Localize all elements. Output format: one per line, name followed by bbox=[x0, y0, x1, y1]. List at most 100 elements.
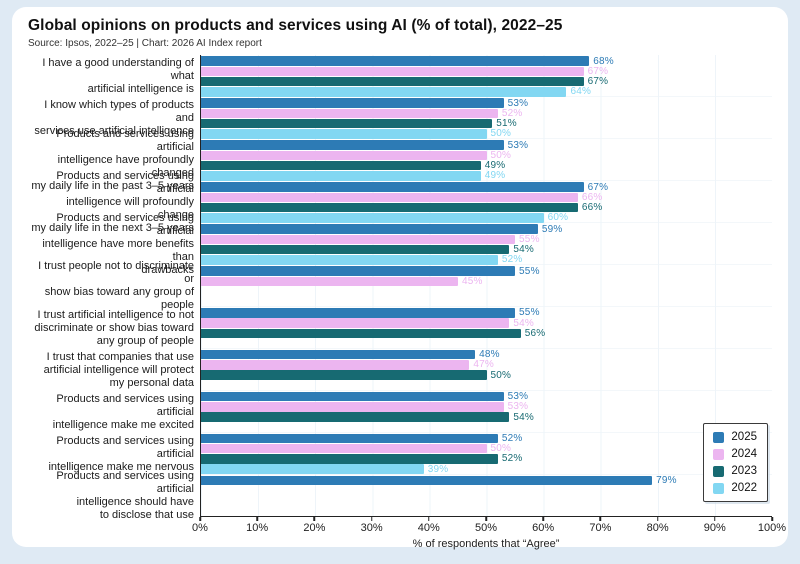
bar-row: 55% bbox=[201, 233, 772, 245]
bar-row: 52% bbox=[201, 432, 772, 444]
bar-group: 53% 50% 49% 49% bbox=[201, 139, 772, 181]
bar-row: 55% bbox=[201, 265, 772, 277]
bar-value-label: 68% bbox=[593, 55, 614, 67]
legend-label: 2024 bbox=[731, 448, 757, 460]
category-label: I have a good understanding of what artif… bbox=[42, 56, 194, 95]
bar-row: 53% bbox=[201, 401, 772, 413]
bar-value-label: 51% bbox=[496, 118, 517, 130]
bar-value-label: 54% bbox=[513, 244, 534, 256]
bar-row: 55% bbox=[201, 307, 772, 319]
legend-item-2025: 2025 bbox=[713, 431, 757, 443]
bar-row: 47% bbox=[201, 359, 772, 371]
bar-2022 bbox=[201, 213, 544, 223]
bar-row: 52% bbox=[201, 108, 772, 119]
bar-value-label: 45% bbox=[461, 275, 483, 287]
bar-row: 45% bbox=[201, 275, 772, 287]
bar-row: 53% bbox=[201, 98, 772, 109]
bar-row: 54% bbox=[201, 244, 772, 256]
bar-value-label: 52% bbox=[501, 453, 523, 465]
chart-card: Global opinions on products and services… bbox=[12, 7, 788, 550]
bar-value-label: 53% bbox=[507, 401, 529, 413]
bar-row: 50% bbox=[201, 128, 772, 140]
bar-row: 50% bbox=[201, 150, 772, 161]
legend-label: 2025 bbox=[731, 431, 757, 443]
bar-row: 49% bbox=[201, 160, 772, 172]
category-label: I trust people not to discriminate or sho… bbox=[38, 260, 194, 311]
bar-value-label: 49% bbox=[484, 160, 506, 172]
bar-value-label: 47% bbox=[473, 359, 494, 371]
bar-value-label: 59% bbox=[541, 223, 563, 235]
bar-2022 bbox=[201, 255, 498, 265]
bar-group: 59% 55% 54% 52% bbox=[201, 223, 772, 265]
x-axis-tick-labels: 0% 10% 20% 30% 40% 50% 60% 70% 80% 90% 100% bbox=[192, 522, 786, 535]
legend-swatch-2023 bbox=[713, 465, 725, 477]
bar-row: 52% bbox=[201, 453, 772, 465]
bar-2025 bbox=[201, 140, 504, 150]
bar-row: 67% bbox=[201, 76, 772, 87]
bar-group: 68% 67% 67% 64% bbox=[201, 55, 772, 97]
bar-2023 bbox=[201, 118, 493, 129]
bar-2025 bbox=[201, 433, 498, 444]
tick-mark bbox=[714, 517, 716, 521]
bar-value-label: 55% bbox=[519, 307, 540, 319]
bar-value-label: 52% bbox=[501, 254, 523, 266]
bar-2022 bbox=[201, 171, 481, 181]
category-label: Products and services using artificial in… bbox=[56, 470, 194, 521]
bar-2024 bbox=[201, 108, 498, 119]
bar-row: 39% bbox=[201, 464, 772, 475]
bar-value-label: 55% bbox=[519, 265, 540, 277]
bar-row: 79% bbox=[201, 475, 772, 486]
bar-value-label: 53% bbox=[507, 391, 529, 403]
bar-2024 bbox=[201, 276, 458, 287]
bar-row: 67% bbox=[201, 66, 772, 77]
bar-2023 bbox=[201, 412, 510, 422]
bar-row: 53% bbox=[201, 391, 772, 403]
bar-row: 52% bbox=[201, 254, 772, 266]
bar-2023 bbox=[201, 202, 578, 213]
bar-row: 50% bbox=[201, 443, 772, 454]
category-label: Products and services using artificial in… bbox=[48, 434, 194, 473]
category-label: I know which types of products and servic… bbox=[34, 98, 194, 137]
x-axis-label: % of respondents that “Agree” bbox=[412, 538, 560, 550]
bar-row: 49% bbox=[201, 170, 772, 181]
tick-label: 90% bbox=[703, 522, 726, 534]
bar-group: 53% 53% 54% bbox=[201, 390, 772, 432]
tick-mark bbox=[370, 517, 373, 521]
bar-2023 bbox=[201, 328, 521, 339]
bar-2022 bbox=[201, 464, 424, 474]
bar-value-label: 52% bbox=[501, 432, 523, 444]
plot-area: 68% 67% 67% 64% 53% 52% 51% 50% 53% 50% 49% 49% 67% 6… bbox=[200, 55, 772, 517]
bar-value-label: 55% bbox=[519, 233, 540, 245]
bar-row: 54% bbox=[201, 412, 772, 423]
bar-2025 bbox=[201, 56, 590, 66]
bar-row: 53% bbox=[201, 139, 772, 151]
bar-2025 bbox=[201, 391, 504, 402]
category-label: I trust artificial intelligence to not di… bbox=[34, 308, 194, 347]
bar-2025 bbox=[201, 182, 584, 192]
bar-row: 48% bbox=[201, 349, 772, 360]
chart-source-line: Source: Ipsos, 2022–25 | Chart: 2026 AI … bbox=[28, 38, 262, 49]
bar-2024 bbox=[201, 66, 584, 77]
bar-2025 bbox=[201, 308, 516, 318]
bar-row: 68% bbox=[201, 55, 772, 67]
bar-row: 50% bbox=[201, 370, 772, 381]
bar-2023 bbox=[201, 454, 498, 464]
bar-row: 67% bbox=[201, 182, 772, 193]
bar-row: 66% bbox=[201, 191, 772, 203]
tick-label: 30% bbox=[360, 522, 383, 534]
bar-value-label: 50% bbox=[490, 128, 512, 140]
bar-2025 bbox=[201, 98, 504, 108]
tick-mark bbox=[771, 517, 773, 521]
bar-value-label: 66% bbox=[581, 191, 603, 203]
legend-label: 2023 bbox=[731, 465, 757, 477]
bar-value-label: 56% bbox=[524, 327, 546, 339]
legend-swatch-2022 bbox=[713, 482, 725, 494]
plot-column: 68% 67% 67% 64% 53% 52% 51% 50% 53% 50% 49% 49% 67% 6… bbox=[192, 55, 786, 550]
legend-item-2024: 2024 bbox=[713, 448, 757, 460]
category-label: Products and services using artificial in… bbox=[42, 211, 194, 276]
bar-value-label: 53% bbox=[507, 139, 529, 151]
bar-row: 59% bbox=[201, 223, 772, 235]
bar-value-label: 60% bbox=[547, 212, 569, 224]
legend: 2025 2024 2023 2022 bbox=[703, 423, 768, 502]
bar-2023 bbox=[201, 76, 584, 87]
